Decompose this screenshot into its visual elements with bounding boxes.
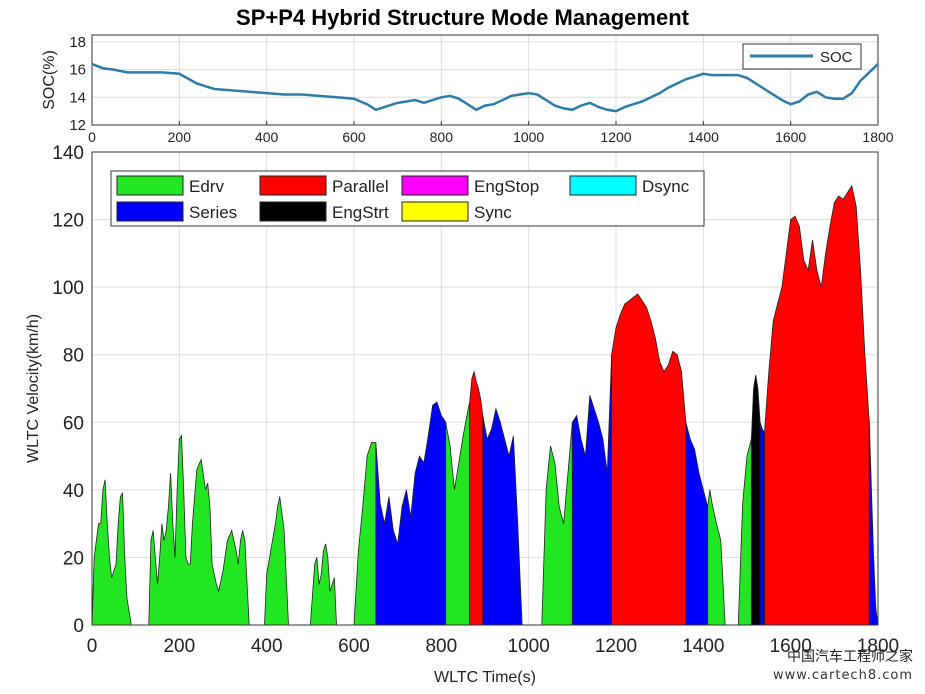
velocity-xtick-label: 1600 <box>770 636 812 657</box>
velocity-legend-swatch <box>116 175 184 196</box>
velocity-ytick-label: 40 <box>63 481 84 502</box>
velocity-xtick-label: 200 <box>163 636 195 657</box>
velocity-legend-swatch <box>401 175 469 196</box>
soc-xtick-label: 1200 <box>600 129 631 145</box>
velocity-ytick-label: 60 <box>63 413 84 434</box>
velocity-area-parallel <box>469 370 484 626</box>
velocity-legend-label: Sync <box>474 203 512 222</box>
watermark-text: 中国汽车工程师之家 <box>787 649 913 665</box>
soc-xtick-label: 600 <box>342 129 366 145</box>
soc-xtick-label: 1400 <box>688 129 719 145</box>
velocity-ytick-label: 0 <box>73 616 84 637</box>
soc-legend-label: SOC <box>820 49 853 66</box>
velocity-area-series <box>759 422 765 626</box>
soc-ylabel: SOC(%) <box>41 50 58 110</box>
velocity-area-parallel <box>611 293 687 626</box>
velocity-xtick-label: 1000 <box>508 636 550 657</box>
velocity-area-parallel <box>764 184 870 626</box>
soc-xtick-label: 1000 <box>513 129 544 145</box>
velocity-xtick-label: 1400 <box>682 636 724 657</box>
velocity-area-series <box>482 407 523 626</box>
velocity-legend-swatch <box>116 201 184 222</box>
soc-legend: SOC <box>742 43 862 70</box>
velocity-ytick-label: 120 <box>52 211 84 232</box>
velocity-legend-label: Parallel <box>332 177 389 196</box>
soc-ytick-label: 12 <box>69 117 86 134</box>
velocity-xtick-label: 0 <box>87 636 98 657</box>
soc-frame <box>91 34 879 126</box>
soc-xtick-label: 400 <box>255 129 279 145</box>
velocity-legend-label: EngStrt <box>332 203 389 222</box>
velocity-xtick-label: 800 <box>425 636 457 657</box>
velocity-legend-swatch <box>401 201 469 222</box>
velocity-legend-label: Edrv <box>189 177 224 196</box>
soc-ytick-label: 14 <box>69 89 86 106</box>
soc-xtick-label: 1600 <box>775 129 806 145</box>
velocity-legend: Edrv Parallel EngStop Dsync Series EngStrt Syn… <box>110 170 705 227</box>
soc-xtick-label: 200 <box>168 129 192 145</box>
velocity-ytick-label: 20 <box>63 548 84 569</box>
velocity-legend-swatch <box>259 175 327 196</box>
velocity-ytick-label: 80 <box>63 346 84 367</box>
velocity-xtick-label: 1200 <box>595 636 637 657</box>
velocity-ytick-label: 100 <box>52 278 84 299</box>
soc-ytick-label: 16 <box>69 62 86 79</box>
velocity-area-series <box>375 401 447 626</box>
velocity-area-engstrt <box>750 374 761 626</box>
velocity-xtick-label: 400 <box>251 636 283 657</box>
velocity-legend-swatch <box>569 175 637 196</box>
watermark-url: www.cartech8.com <box>773 668 913 683</box>
velocity-ytick-label: 140 <box>52 143 84 164</box>
velocity-xlabel: WLTC Time(s) <box>434 669 536 686</box>
velocity-xtick-label: 1800 <box>857 636 899 657</box>
velocity-ylabel: WLTC Velocity(km/h) <box>25 314 42 463</box>
soc-ytick-label: 18 <box>69 34 86 51</box>
velocity-legend-swatch <box>259 201 327 222</box>
velocity-frame <box>91 151 879 626</box>
velocity-legend-label: Series <box>189 203 237 222</box>
soc-series-line <box>91 62 879 113</box>
velocity-legend-label: Dsync <box>642 177 690 196</box>
soc-chart: 0 200 400 600 800 1000 1200 1400 1600 1800 12 14 16 1… <box>41 34 894 145</box>
velocity-legend-label: EngStop <box>474 177 539 196</box>
velocity-xtick-label: 600 <box>338 636 370 657</box>
soc-xtick-label: 0 <box>88 129 96 145</box>
velocity-chart: 0 200 400 600 800 1000 1200 1400 1600 1800 0 20 40 60… <box>25 143 899 686</box>
velocity-area-edrv <box>91 434 377 626</box>
soc-xtick-label: 800 <box>430 129 454 145</box>
chart-title: SP+P4 Hybrid Structure Mode Management <box>236 5 689 30</box>
soc-xtick-label: 1800 <box>862 129 893 145</box>
